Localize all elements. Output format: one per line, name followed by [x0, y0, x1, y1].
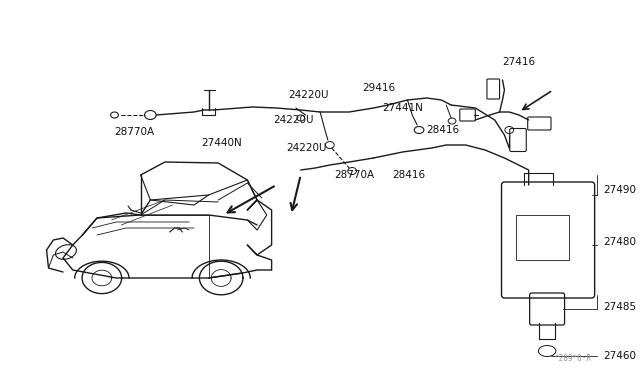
Text: 28770A: 28770A: [334, 170, 374, 180]
Text: 28416: 28416: [426, 125, 459, 135]
Text: 27460: 27460: [604, 351, 636, 361]
Text: 27440N: 27440N: [201, 138, 241, 148]
Text: 27485: 27485: [604, 302, 637, 312]
Text: 27416: 27416: [502, 57, 536, 67]
Text: 24220U: 24220U: [288, 90, 329, 100]
Bar: [516, 215, 570, 260]
Text: ^289*0·R: ^289*0·R: [555, 354, 592, 363]
Text: 28770A: 28770A: [114, 127, 154, 137]
Text: 27490: 27490: [604, 185, 636, 195]
Text: 28416: 28416: [392, 170, 425, 180]
Text: 29416: 29416: [362, 83, 395, 93]
Text: 27480: 27480: [604, 237, 636, 247]
Text: 24220U: 24220U: [286, 143, 327, 153]
Text: 24220U: 24220U: [274, 115, 314, 125]
Text: 27441N: 27441N: [382, 103, 423, 113]
